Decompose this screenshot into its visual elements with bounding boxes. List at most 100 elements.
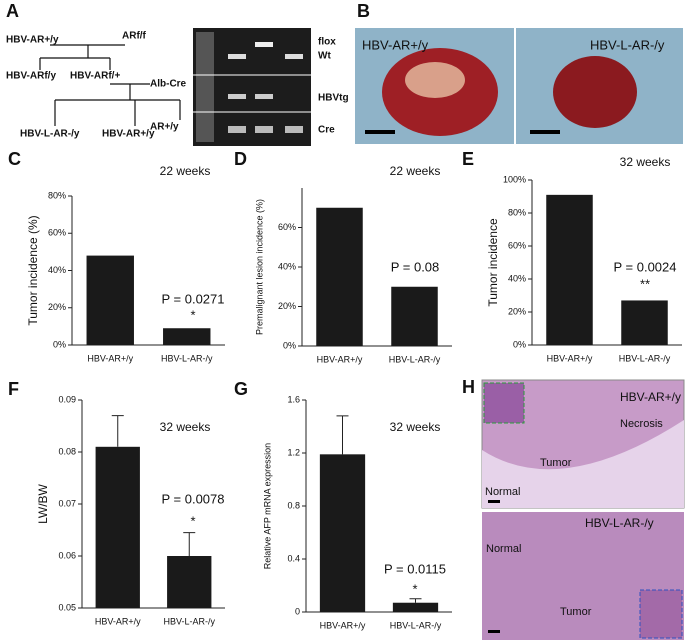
x-tick-label: HBV-L-AR-/y bbox=[163, 616, 215, 626]
y-tick-label: 60% bbox=[508, 240, 526, 250]
error-bar bbox=[111, 415, 124, 447]
y-tick-label: 20% bbox=[48, 302, 66, 312]
photo-label: HBV-AR+/y bbox=[362, 37, 429, 52]
y-tick-label: 1.2 bbox=[287, 447, 300, 457]
bar bbox=[316, 207, 363, 346]
gel-label: HBVtg bbox=[318, 93, 349, 104]
annotation: 32 weeks bbox=[390, 420, 441, 434]
panel-letter: G bbox=[234, 379, 248, 399]
genotype: Alb-Cre bbox=[150, 79, 187, 90]
x-tick-label: HBV-L-AR-/y bbox=[390, 620, 442, 630]
bar bbox=[163, 328, 211, 345]
genotype: HBV-AR+/y bbox=[102, 129, 155, 140]
genotype: AR+/y bbox=[150, 122, 179, 133]
x-tick-label: HBV-AR+/y bbox=[320, 620, 366, 630]
annotation: P = 0.0024 bbox=[613, 259, 676, 274]
error-bar bbox=[183, 532, 196, 556]
bar bbox=[546, 194, 593, 345]
genotype: HBV-ARf/+ bbox=[70, 71, 120, 82]
x-tick-label: HBV-AR+/y bbox=[547, 353, 593, 363]
bar bbox=[95, 446, 140, 608]
y-tick-label: 20% bbox=[278, 301, 296, 311]
pedigree-lines bbox=[39, 44, 181, 126]
error-bar bbox=[409, 598, 422, 603]
panel-letter: D bbox=[234, 149, 247, 169]
histology-label: HBV-L-AR-/y bbox=[585, 516, 654, 530]
histology-label: Tumor bbox=[540, 457, 572, 469]
y-tick-label: 0 bbox=[295, 606, 300, 616]
annotation: * bbox=[412, 581, 417, 596]
y-tick-label: 60% bbox=[48, 228, 66, 238]
bar bbox=[86, 255, 134, 345]
y-tick-label: 0.08 bbox=[58, 446, 76, 456]
y-tick-label: 100% bbox=[503, 174, 526, 184]
liver-photo bbox=[355, 28, 683, 144]
annotation: 32 weeks bbox=[160, 420, 211, 434]
annotation: 22 weeks bbox=[390, 164, 441, 178]
y-axis-label: Tumor incidence (%) bbox=[26, 215, 40, 325]
photo-label: HBV-L-AR-/y bbox=[590, 37, 665, 52]
genotype: HBV-ARf/y bbox=[6, 71, 56, 82]
panel-letter: E bbox=[462, 149, 474, 169]
y-tick-label: 0.07 bbox=[58, 498, 76, 508]
y-tick-label: 80% bbox=[48, 190, 66, 200]
y-tick-label: 0% bbox=[513, 339, 526, 349]
genotype: HBV-L-AR-/y bbox=[20, 129, 80, 140]
gel-label: Cre bbox=[318, 125, 335, 136]
histology-label: Normal bbox=[485, 486, 520, 498]
y-axis-label: LW/BW bbox=[36, 483, 50, 523]
panel-letter: C bbox=[8, 149, 21, 169]
y-axis-label: Premalignant lesion incidence (%) bbox=[254, 199, 264, 335]
genotype: HBV-AR+/y bbox=[6, 35, 59, 46]
panel-letter: B bbox=[357, 1, 370, 21]
y-tick-label: 0.06 bbox=[58, 550, 76, 560]
y-tick-label: 1.6 bbox=[287, 394, 300, 404]
x-tick-label: HBV-L-AR-/y bbox=[161, 353, 213, 363]
y-tick-label: 40% bbox=[508, 273, 526, 283]
bar bbox=[391, 286, 438, 346]
annotation: P = 0.0115 bbox=[384, 561, 446, 576]
annotation: ** bbox=[640, 276, 650, 291]
histology-label: Normal bbox=[486, 543, 521, 555]
annotation: P = 0.0271 bbox=[161, 291, 224, 306]
bar bbox=[621, 300, 668, 345]
annotation: * bbox=[190, 307, 195, 322]
y-tick-label: 80% bbox=[508, 207, 526, 217]
y-tick-label: 0.8 bbox=[287, 500, 300, 510]
y-tick-label: 0% bbox=[283, 340, 296, 350]
annotation: 22 weeks bbox=[160, 164, 211, 178]
x-tick-label: HBV-AR+/y bbox=[87, 353, 133, 363]
histology-image bbox=[481, 379, 685, 640]
gel-label: Wt bbox=[318, 51, 331, 62]
y-tick-label: 20% bbox=[508, 306, 526, 316]
y-tick-label: 0.05 bbox=[58, 602, 76, 612]
annotation: P = 0.0078 bbox=[161, 491, 224, 506]
annotation: P = 0.08 bbox=[391, 259, 440, 274]
bar bbox=[167, 556, 212, 608]
y-tick-label: 40% bbox=[48, 265, 66, 275]
x-tick-label: HBV-L-AR-/y bbox=[619, 353, 671, 363]
histology-label: HBV-AR+/y bbox=[620, 390, 681, 404]
y-tick-label: 0.4 bbox=[287, 553, 300, 563]
y-tick-label: 0% bbox=[53, 339, 66, 349]
bar bbox=[392, 602, 439, 612]
y-axis-label: Relative AFP mRNA expression bbox=[262, 443, 272, 569]
annotation: * bbox=[190, 513, 195, 528]
histology-label: Tumor bbox=[560, 606, 592, 618]
bar bbox=[319, 454, 366, 612]
annotation: 32 weeks bbox=[620, 155, 671, 169]
gel-label: flox bbox=[318, 37, 336, 48]
panel-letter: A bbox=[6, 1, 19, 21]
x-tick-label: HBV-L-AR-/y bbox=[389, 354, 441, 364]
x-tick-label: HBV-AR+/y bbox=[95, 616, 141, 626]
y-axis-label: Tumor incidence bbox=[486, 218, 500, 307]
y-tick-label: 60% bbox=[278, 222, 296, 232]
panel-letter: F bbox=[8, 379, 19, 399]
panel-letter: H bbox=[462, 377, 475, 397]
error-bar bbox=[336, 415, 349, 455]
gel-image bbox=[193, 28, 311, 146]
y-tick-label: 40% bbox=[278, 261, 296, 271]
y-tick-label: 0.09 bbox=[58, 394, 76, 404]
genotype: ARf/f bbox=[122, 31, 147, 42]
